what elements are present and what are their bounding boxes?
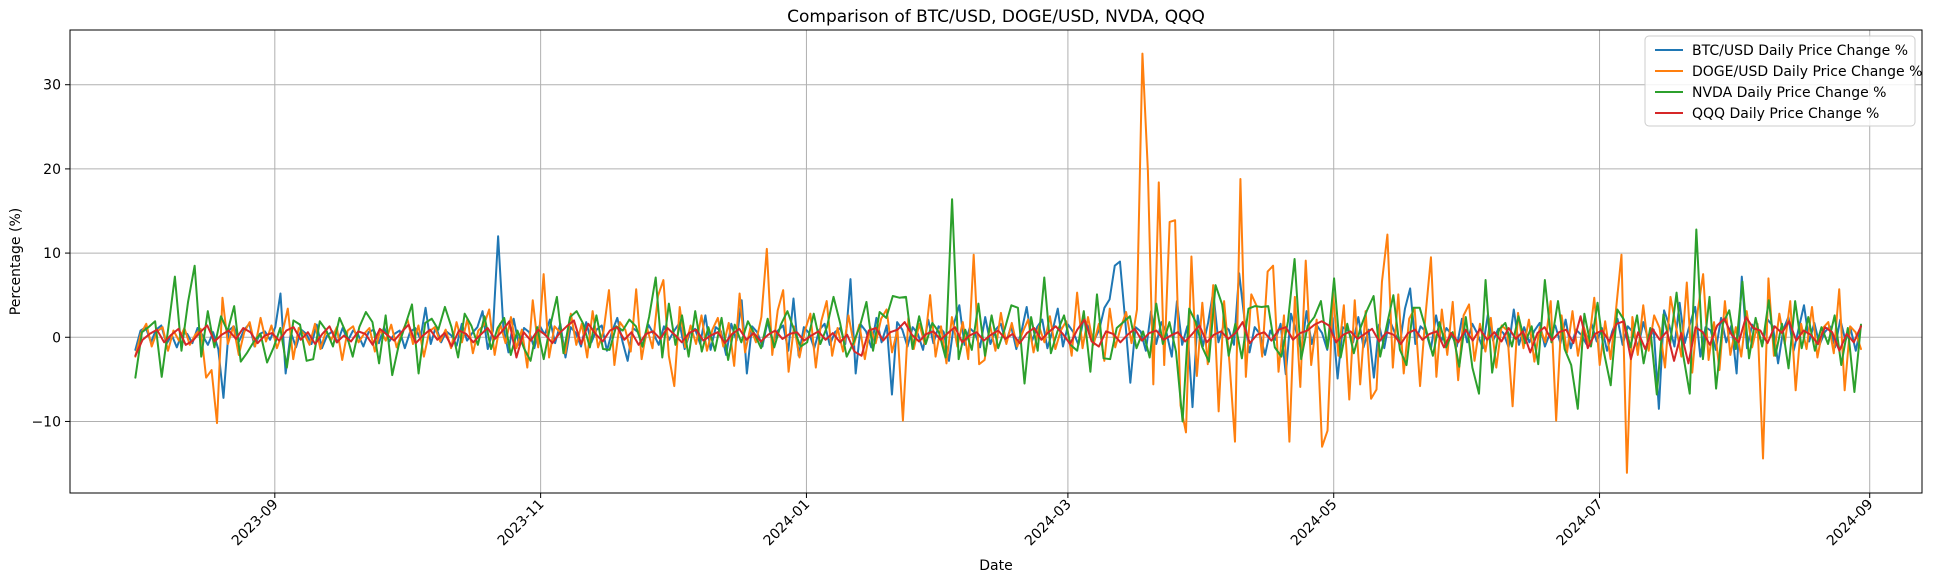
legend-label: QQQ Daily Price Change % xyxy=(1692,106,1879,122)
y-tick-label: 0 xyxy=(52,330,61,346)
plot-frame xyxy=(69,29,1923,494)
legend-label: DOGE/USD Daily Price Change % xyxy=(1692,64,1922,80)
legend-label: BTC/USD Daily Price Change % xyxy=(1692,43,1908,59)
y-tick-label: −10 xyxy=(31,414,61,430)
y-axis-title: Percentage (%) xyxy=(8,208,24,315)
series-line-3 xyxy=(134,198,1862,423)
y-tick-label: 30 xyxy=(43,78,61,94)
legend-label: NVDA Daily Price Change % xyxy=(1692,85,1886,101)
legend: BTC/USD Daily Price Change % DOGE/USD Dai… xyxy=(1644,35,1922,127)
y-tick-label: 10 xyxy=(43,246,61,262)
y-tick-label: 20 xyxy=(43,162,61,178)
plot-series xyxy=(134,52,1862,474)
x-axis-title: Date xyxy=(979,558,1012,574)
series-line-4 xyxy=(134,315,1862,365)
chart-title: Comparison of BTC/USD, DOGE/USD, NVDA, Q… xyxy=(787,7,1205,27)
legend-box xyxy=(1644,35,1916,127)
